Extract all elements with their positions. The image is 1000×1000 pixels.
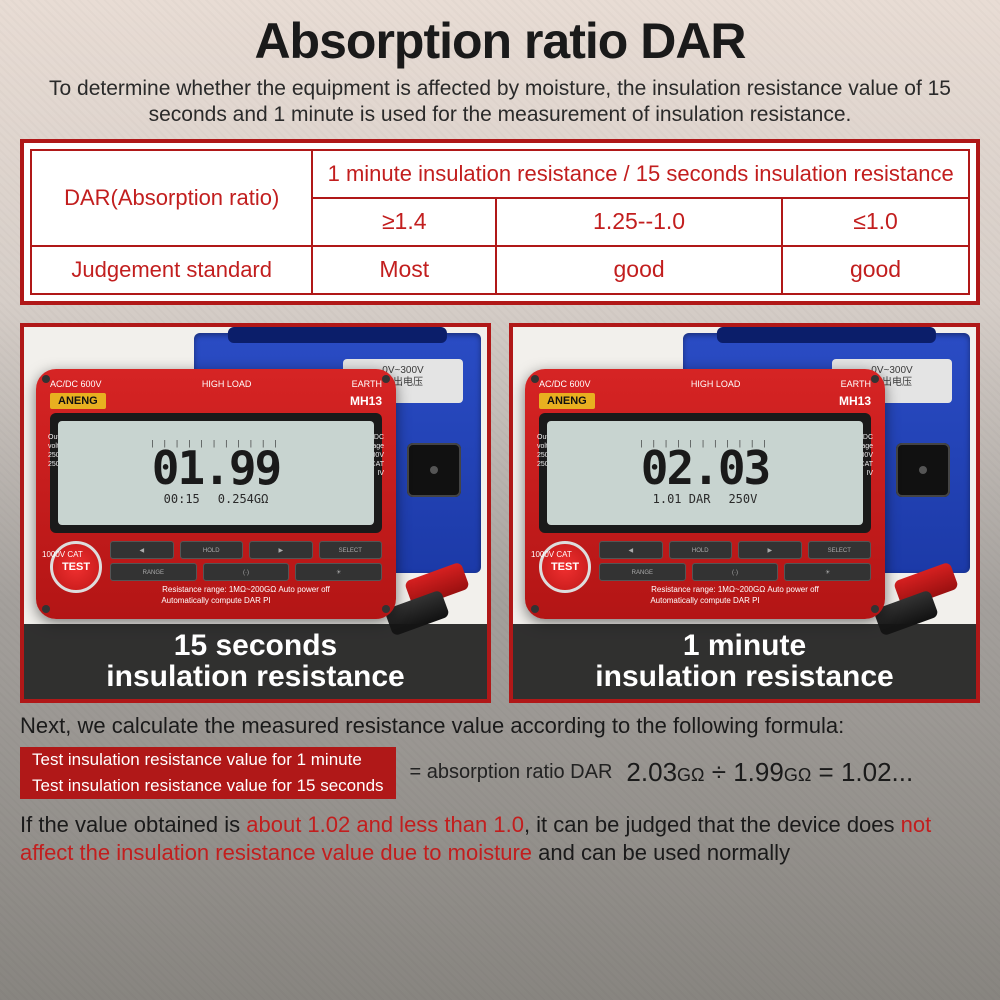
lcd-screen: Output voltage: 250V-2500V AC/DC voltage… bbox=[50, 413, 382, 533]
btn-select[interactable]: SELECT bbox=[319, 541, 383, 559]
meter-top-right: EARTH bbox=[841, 379, 871, 389]
btn-hold[interactable]: HOLD bbox=[180, 541, 244, 559]
range-text: Resistance range: 1MΩ~200GΩ Auto power o… bbox=[110, 585, 382, 594]
btn-light[interactable]: ☀ bbox=[295, 563, 382, 581]
range-text: Resistance range: 1MΩ~200GΩ Auto power o… bbox=[599, 585, 871, 594]
next-text: Next, we calculate the measured resistan… bbox=[20, 713, 980, 739]
frac-bottom: Test insulation resistance value for 15 … bbox=[20, 773, 396, 799]
conclusion: If the value obtained is about 1.02 and … bbox=[20, 811, 980, 868]
model-label: MH13 bbox=[839, 394, 871, 408]
brand-badge: ANENG bbox=[50, 393, 106, 409]
meter-top-right: EARTH bbox=[352, 379, 382, 389]
btn-dot[interactable]: (·) bbox=[692, 563, 779, 581]
btn-left[interactable]: ◀ bbox=[110, 541, 174, 559]
socket-icon bbox=[407, 443, 461, 497]
meter-top-mid: HIGH LOAD bbox=[202, 379, 252, 389]
socket-icon bbox=[896, 443, 950, 497]
btn-select[interactable]: SELECT bbox=[808, 541, 872, 559]
calculation: 2.03GΩ ÷ 1.99GΩ = 1.02... bbox=[626, 757, 913, 788]
cell-le10: ≤1.0 bbox=[782, 198, 969, 246]
subtitle: To determine whether the equipment is af… bbox=[20, 76, 980, 129]
cell-125-10: 1.25--1.0 bbox=[496, 198, 782, 246]
caption-15s: 15 seconds insulation resistance bbox=[24, 624, 487, 699]
btn-right[interactable]: ▶ bbox=[249, 541, 313, 559]
panel-15s: 0V~300V 输出电压 AC/DC 600V HIGH LOAD EARTH … bbox=[20, 323, 491, 703]
meter-device: AC/DC 600V HIGH LOAD EARTH ANENG MH13 Ou… bbox=[525, 369, 885, 619]
dar-table: DAR(Absorption ratio) 1 minute insulatio… bbox=[20, 139, 980, 305]
cell-good2: good bbox=[782, 246, 969, 294]
model-label: MH13 bbox=[350, 394, 382, 408]
reading-sub: 0.254 bbox=[218, 492, 254, 506]
reading-main: 01.99 bbox=[152, 448, 280, 489]
formula-row: Test insulation resistance value for 1 m… bbox=[20, 747, 980, 799]
panel-1min: 0V~300V 输出电压 AC/DC 600V HIGH LOAD EARTH … bbox=[509, 323, 980, 703]
caption-1min: 1 minute insulation resistance bbox=[513, 624, 976, 699]
btn-hold[interactable]: HOLD bbox=[669, 541, 733, 559]
reading-volt: 250 bbox=[728, 492, 750, 506]
fraction: Test insulation resistance value for 1 m… bbox=[20, 747, 396, 799]
btn-light[interactable]: ☀ bbox=[784, 563, 871, 581]
th-dar: DAR(Absorption ratio) bbox=[31, 150, 312, 246]
reading-time: 00:15 bbox=[164, 492, 200, 506]
auto-text: Automatically compute DAR PI bbox=[539, 596, 871, 605]
meter-device: AC/DC 600V HIGH LOAD EARTH ANENG MH13 Ou… bbox=[36, 369, 396, 619]
cat-label: 1000V CAT bbox=[42, 550, 83, 559]
btn-dot[interactable]: (·) bbox=[203, 563, 290, 581]
btn-range[interactable]: RANGE bbox=[599, 563, 686, 581]
th-judgement: Judgement standard bbox=[31, 246, 312, 294]
auto-text: Automatically compute DAR PI bbox=[50, 596, 382, 605]
cell-good1: good bbox=[496, 246, 782, 294]
lcd-screen: Output voltage: 250V-2500V AC/DC voltage… bbox=[539, 413, 871, 533]
btn-range[interactable]: RANGE bbox=[110, 563, 197, 581]
cat-label: 1000V CAT bbox=[531, 550, 572, 559]
th-formula: 1 minute insulation resistance / 15 seco… bbox=[312, 150, 969, 198]
meter-top-left: AC/DC 600V bbox=[539, 379, 591, 389]
meter-top-left: AC/DC 600V bbox=[50, 379, 102, 389]
meter-top-mid: HIGH LOAD bbox=[691, 379, 741, 389]
cell-most: Most bbox=[312, 246, 496, 294]
eq-label: = absorption ratio DAR bbox=[410, 761, 613, 784]
reading-dar: 1.01 bbox=[653, 492, 682, 506]
brand-badge: ANENG bbox=[539, 393, 595, 409]
reading-main: 02.03 bbox=[641, 448, 769, 489]
page-title: Absorption ratio DAR bbox=[20, 12, 980, 70]
btn-right[interactable]: ▶ bbox=[738, 541, 802, 559]
frac-top: Test insulation resistance value for 1 m… bbox=[20, 747, 396, 773]
btn-left[interactable]: ◀ bbox=[599, 541, 663, 559]
cell-ge14: ≥1.4 bbox=[312, 198, 496, 246]
